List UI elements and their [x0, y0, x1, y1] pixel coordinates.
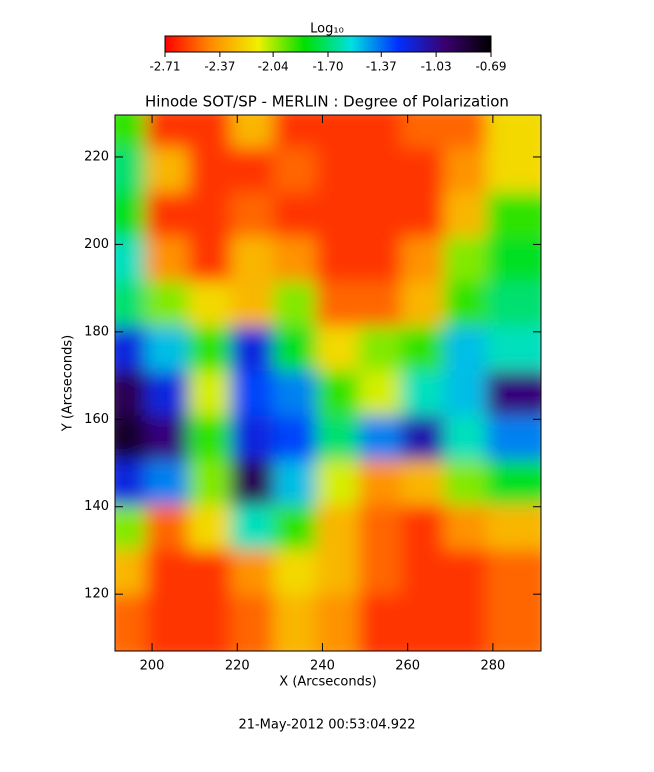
x-tick-label: 220: [225, 659, 250, 674]
timestamp: 21-May-2012 00:53:04.922: [238, 718, 415, 733]
x-tick-label: 200: [140, 659, 165, 674]
y-tick-label: 160: [84, 412, 109, 427]
x-tick-label: 240: [310, 659, 335, 674]
heat-cell: [486, 594, 541, 651]
colorbar-tick-label: -2.37: [204, 60, 235, 74]
plot-frame: [114, 114, 542, 652]
y-tick-label: 180: [84, 324, 109, 339]
colorbar-tick-label: -2.04: [258, 60, 289, 74]
chart-title: Hinode SOT/SP - MERLIN : Degree of Polar…: [145, 93, 509, 111]
colorbar-tick-label: -1.37: [366, 60, 397, 74]
colorbar: [164, 35, 492, 53]
x-tick-label: 280: [480, 659, 505, 674]
colorbar-tick-label: -1.03: [421, 60, 452, 74]
colorbar-tick-label: -2.71: [149, 60, 180, 74]
y-tick-label: 140: [84, 499, 109, 514]
y-tick-label: 120: [84, 587, 109, 602]
x-axis-label: X (Arcseconds): [279, 675, 376, 690]
x-tick-label: 260: [395, 659, 420, 674]
heatmap-cells: [115, 115, 541, 651]
colorbar-tick-label: -0.69: [475, 60, 506, 74]
y-tick-label: 200: [84, 237, 109, 252]
colorbar-label: Log₁₀: [310, 22, 344, 37]
colorbar-tick-label: -1.70: [312, 60, 343, 74]
y-axis-label: Y (Arcseconds): [61, 335, 76, 432]
y-tick-label: 220: [84, 149, 109, 164]
heatmap: [115, 115, 541, 651]
